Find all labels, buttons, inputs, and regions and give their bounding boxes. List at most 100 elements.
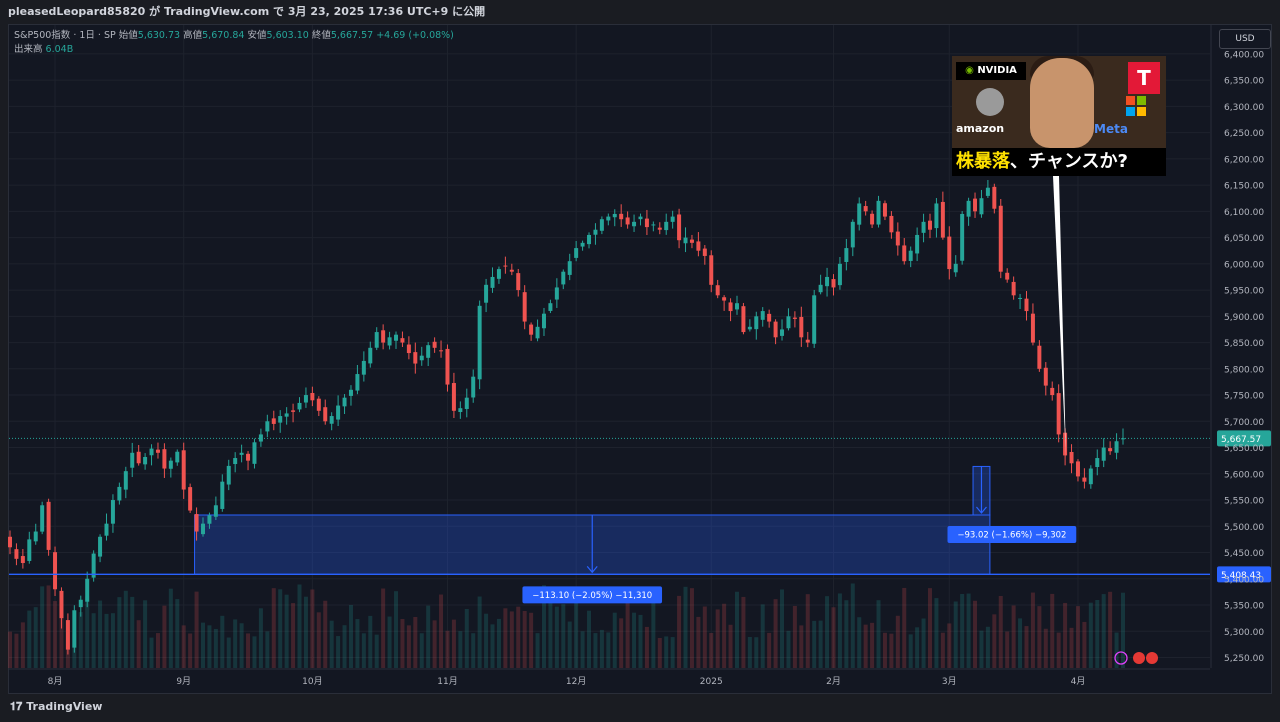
event-us-flag-icon	[1133, 652, 1145, 664]
candle-body	[445, 348, 450, 385]
y-tick-label: 5,950.00	[1224, 287, 1264, 297]
y-tick-label: 6,050.00	[1224, 234, 1264, 244]
volume-bar	[439, 594, 444, 668]
volume-bar	[992, 614, 997, 668]
volume-bar	[503, 608, 508, 668]
publish-header: pleasedLeopard85820 が TradingView.com で …	[0, 0, 1280, 24]
candle-body	[168, 460, 173, 469]
candle-body	[644, 218, 649, 228]
volume-bar	[689, 588, 694, 668]
level-price-label: 5,408.43	[1221, 571, 1261, 581]
volume-bar	[175, 599, 180, 668]
volume-bar	[799, 625, 804, 668]
candle-body	[767, 313, 772, 322]
y-tick-label: 6,200.00	[1224, 155, 1264, 165]
x-axis: 8月 9月 10月 11月 12月 2025 2月 3月 4月	[9, 668, 1210, 687]
candle-body	[638, 216, 643, 220]
low-value: 5,603.10	[266, 30, 309, 41]
candle-body	[27, 539, 32, 561]
volume-bar	[760, 604, 765, 668]
volume-bar	[696, 616, 701, 668]
candle-body	[85, 578, 90, 602]
video-thumbnail[interactable]: ◉ NVIDIA T amazon Meta 株暴落、チャンスか?	[952, 56, 1166, 176]
event-us-flag-icon	[1146, 652, 1158, 664]
volume-bar	[8, 631, 12, 668]
volume-bar	[522, 610, 527, 668]
tradingview-logo[interactable]: 𝟏𝟕 TradingView	[10, 700, 103, 713]
candle-body	[709, 255, 714, 285]
meta-logo: Meta	[1094, 122, 1128, 136]
volume-bar	[168, 588, 173, 668]
volume-bar	[149, 637, 154, 668]
candle-body	[188, 487, 193, 511]
candle-body	[1101, 447, 1106, 461]
close-value: 5,667.57	[330, 30, 374, 41]
candle-body	[953, 263, 958, 273]
price-lines: 5,408.43 5,667.57	[9, 176, 1271, 665]
candle-body	[535, 326, 540, 339]
x-tick-label: 9月	[176, 676, 191, 687]
volume-bar	[220, 615, 225, 668]
volume-bar	[619, 618, 624, 668]
candle-body	[258, 434, 263, 442]
candle-body	[1069, 451, 1074, 464]
candle-body	[464, 397, 469, 409]
currency-button[interactable]: USD	[1219, 29, 1271, 49]
candle-body	[632, 221, 637, 227]
volume-bar	[535, 633, 540, 668]
y-tick-label: 5,250.00	[1224, 654, 1264, 664]
volume-bar	[40, 586, 45, 668]
volume-bar	[812, 620, 817, 668]
candle-body	[104, 523, 109, 536]
volume-bar	[336, 636, 341, 668]
candle-body	[175, 451, 180, 463]
candle-body	[265, 421, 270, 432]
candle-body	[554, 287, 559, 300]
tv-logo-icon: 𝟏𝟕	[10, 700, 23, 713]
volume-bar	[606, 632, 611, 668]
candle-body	[8, 536, 12, 548]
candle-body	[59, 590, 64, 619]
volume-bar	[303, 596, 308, 668]
candle-body	[1108, 448, 1113, 452]
volume-bar	[722, 603, 727, 668]
volume-bar	[1088, 602, 1093, 668]
volume-bar	[599, 629, 604, 668]
y-tick-label: 6,300.00	[1224, 103, 1264, 113]
candle-body	[1005, 272, 1010, 280]
y-tick-label: 5,350.00	[1224, 602, 1264, 612]
volume-bar	[889, 633, 894, 668]
volume-bar	[927, 588, 932, 668]
candle-body	[1114, 441, 1119, 453]
volume-bar	[445, 630, 450, 668]
volume-bar	[426, 605, 431, 668]
candle-body	[336, 405, 341, 420]
volume-bar	[239, 623, 244, 668]
candle-body	[143, 456, 148, 465]
y-tick-label: 6,100.00	[1224, 208, 1264, 218]
candle-body	[329, 416, 334, 424]
candle-body	[837, 263, 842, 286]
volume-bar	[831, 607, 836, 668]
y-tick-label: 5,500.00	[1224, 523, 1264, 533]
candle-body	[1011, 281, 1016, 296]
candle-body	[1095, 458, 1100, 468]
caption-white: 、チャンスか?	[1010, 151, 1128, 172]
measure-label: −113.10 (−2.05%) −11,310	[532, 591, 652, 601]
candle-body	[130, 452, 135, 468]
volume-bar	[246, 633, 251, 668]
x-tick-label: 4月	[1071, 676, 1086, 687]
volume-bar	[110, 613, 115, 668]
symbol-label[interactable]: S&P500指数 · 1日 · SP	[14, 30, 116, 41]
volume-bar	[767, 632, 772, 668]
measure-arrowhead	[586, 565, 598, 574]
candle-body	[484, 284, 489, 303]
candle-body	[65, 620, 70, 650]
volume-bar	[46, 585, 51, 668]
volume-bar	[548, 591, 553, 668]
candle-body	[754, 316, 759, 330]
candle-body	[419, 355, 424, 361]
candle-body	[870, 213, 875, 225]
volume-bar	[368, 615, 373, 668]
